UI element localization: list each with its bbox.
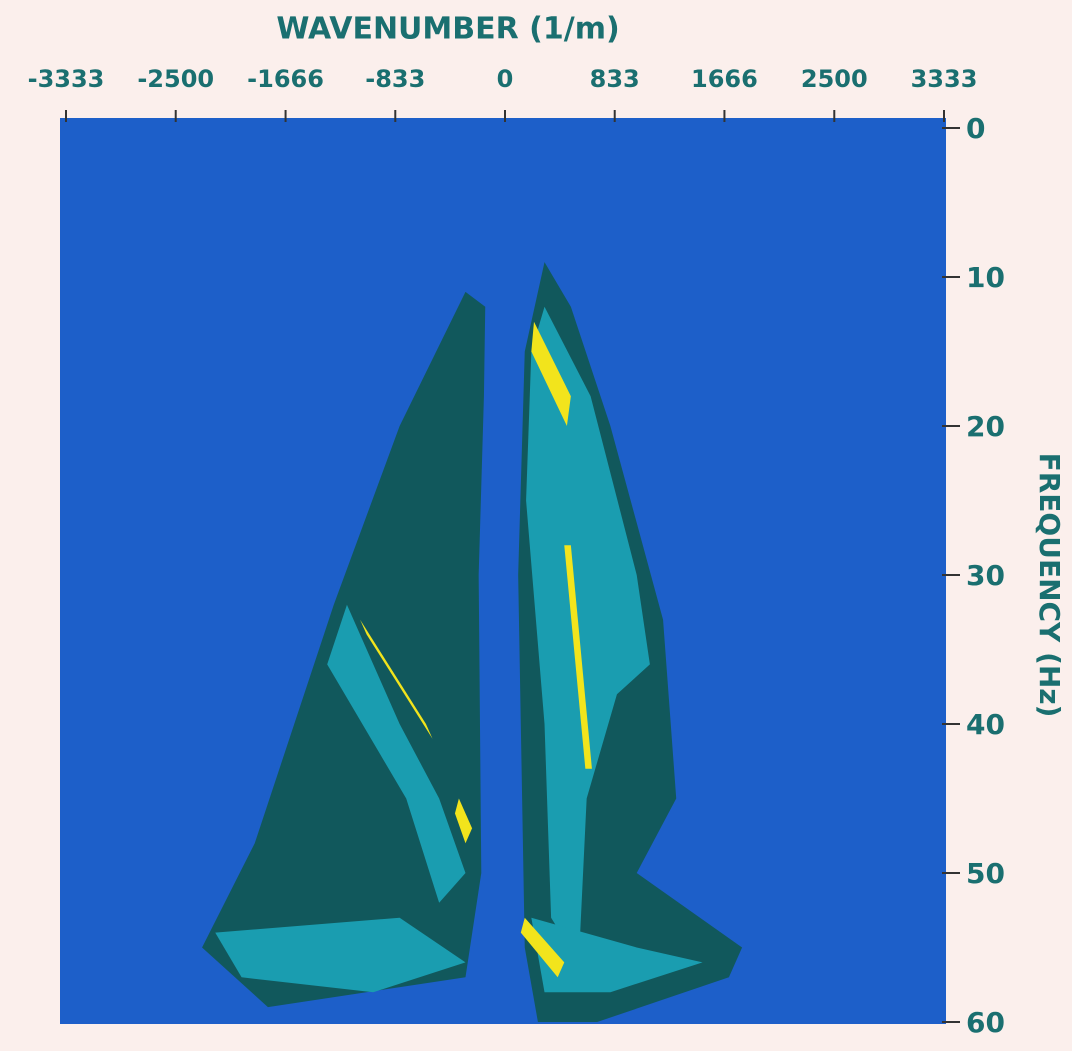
x-tick-label: 1666 bbox=[691, 65, 758, 93]
contour-region bbox=[454, 798, 473, 844]
y-axis-title: FREQUENCY (Hz) bbox=[1033, 453, 1066, 718]
y-tick-label: 30 bbox=[966, 559, 1005, 592]
x-tick-label: -833 bbox=[365, 65, 425, 93]
x-tick-label: 2500 bbox=[801, 65, 868, 93]
x-tick-label: 833 bbox=[590, 65, 640, 93]
x-axis-title: WAVENUMBER (1/m) bbox=[276, 12, 619, 47]
y-tick-label: 20 bbox=[966, 410, 1005, 443]
y-tick-label: 60 bbox=[966, 1006, 1005, 1039]
x-tick-label: 0 bbox=[497, 65, 514, 93]
y-tick-label: 10 bbox=[966, 261, 1005, 294]
plot-area bbox=[60, 118, 946, 1024]
x-tick-label: -1666 bbox=[247, 65, 324, 93]
contour-region bbox=[520, 917, 565, 978]
contour-region bbox=[327, 604, 466, 903]
contour-region bbox=[531, 321, 571, 426]
contour-region bbox=[531, 917, 703, 993]
y-tick-label: 50 bbox=[966, 857, 1005, 890]
contour-region bbox=[564, 545, 592, 769]
x-tick-label: 3333 bbox=[911, 65, 978, 93]
y-tick-label: 0 bbox=[966, 112, 985, 145]
x-tick-label: -3333 bbox=[28, 65, 105, 93]
contour-region bbox=[360, 619, 433, 739]
x-tick-label: -2500 bbox=[137, 65, 214, 93]
contour-region bbox=[215, 917, 466, 993]
contour-region bbox=[526, 306, 650, 963]
y-tick-label: 40 bbox=[966, 708, 1005, 741]
